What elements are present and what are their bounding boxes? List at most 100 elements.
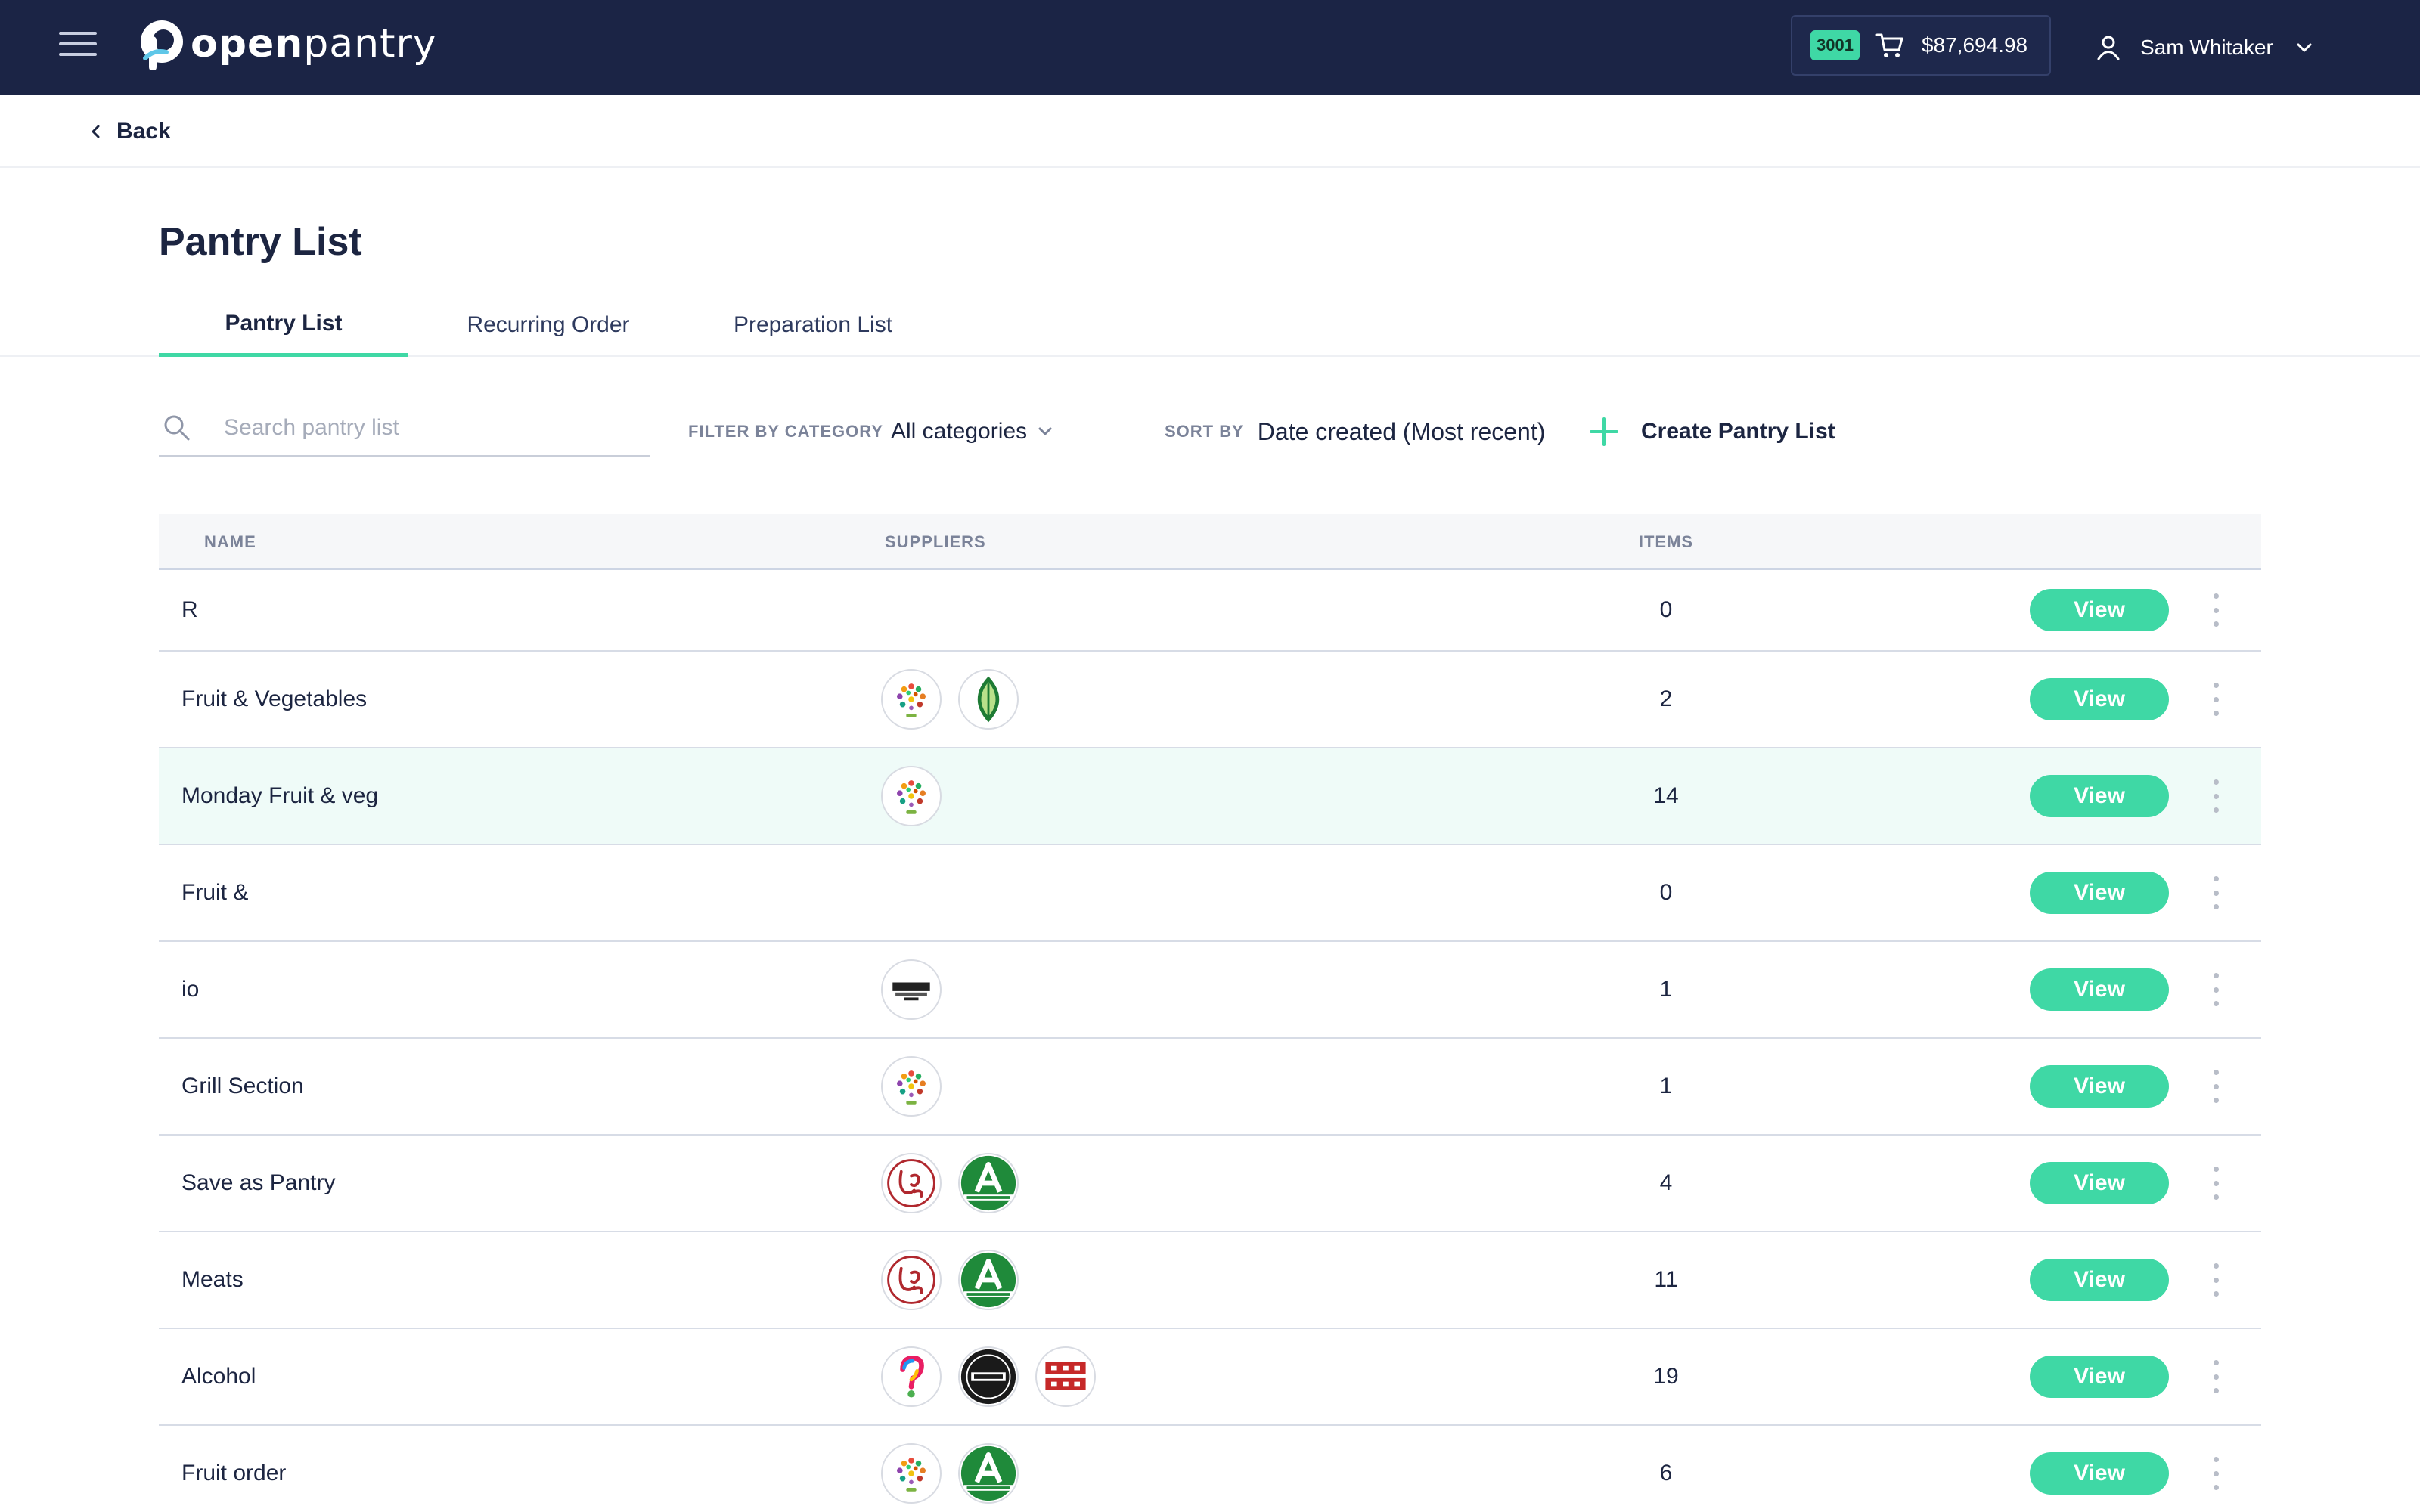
back-button[interactable]: Back — [88, 113, 171, 150]
back-bar: Back — [0, 95, 2420, 168]
chevron-down-icon — [1038, 427, 1052, 435]
openpantry-logo[interactable]: openpantry — [136, 17, 437, 71]
create-pantry-list-label: Create Pantry List — [1641, 419, 1835, 444]
view-button[interactable]: View — [2030, 1259, 2169, 1301]
a-foods-logo — [958, 1250, 1019, 1310]
table-row[interactable]: Alcohol 19 View — [159, 1329, 2261, 1426]
table-row[interactable]: Meats 11 View — [159, 1232, 2261, 1329]
items-count: 11 — [1654, 1267, 1678, 1292]
table-row[interactable]: Save as Pantry 4 View — [159, 1136, 2261, 1232]
logo-mark-icon — [141, 20, 183, 70]
view-button[interactable]: View — [2030, 678, 2169, 720]
filter-label: FILTER BY CATEGORY — [688, 422, 883, 441]
logo-text: openpantry — [191, 21, 437, 67]
more-options-icon[interactable] — [2204, 779, 2227, 813]
pantry-list-name: Fruit order — [182, 1461, 287, 1486]
suppliers-cell — [881, 1232, 1035, 1328]
pantry-list-name: Grill Section — [182, 1074, 304, 1098]
more-options-icon[interactable] — [2204, 1070, 2227, 1103]
top-navigation-bar: openpantry 3001 $87,694.98 Sam Whitaker — [0, 0, 2420, 95]
lps-logo — [881, 1153, 942, 1213]
fruit-logo — [881, 1056, 942, 1117]
table-row[interactable]: Fruit order 6 View — [159, 1426, 2261, 1512]
user-icon — [2097, 36, 2120, 60]
pantry-list-name: io — [182, 977, 200, 1002]
filter-value: All categories — [890, 419, 1028, 444]
view-button[interactable]: View — [2030, 872, 2169, 914]
items-count: 2 — [1659, 686, 1673, 711]
sort-dropdown[interactable]: SORT BY Date created (Most recent) — [1165, 413, 1545, 451]
sort-label: SORT BY — [1165, 422, 1244, 441]
user-menu[interactable]: Sam Whitaker — [2095, 29, 2314, 67]
table-row[interactable]: R 0 View — [159, 570, 2261, 652]
baked-logo — [881, 959, 942, 1020]
view-button[interactable]: View — [2030, 775, 2169, 817]
search-box — [159, 401, 650, 457]
table-row[interactable]: Grill Section 1 View — [159, 1039, 2261, 1136]
column-header-name: NAME — [204, 532, 256, 551]
view-button[interactable]: View — [2030, 1356, 2169, 1398]
tab-pantry-list[interactable]: Pantry List — [159, 293, 408, 357]
fruit-logo — [881, 766, 942, 826]
items-count: 14 — [1653, 783, 1679, 808]
pantry-list-name: Fruit & — [182, 880, 249, 905]
more-options-icon[interactable] — [2204, 593, 2227, 627]
tab-recurring-order[interactable]: Recurring Order — [467, 312, 630, 337]
search-icon — [164, 415, 190, 441]
a-foods-logo — [958, 1443, 1019, 1504]
pantry-list-name: Fruit & Vegetables — [182, 686, 368, 711]
a-foods-logo — [958, 1153, 1019, 1213]
pantry-list-name: Meats — [182, 1267, 244, 1292]
lps-logo — [881, 1250, 942, 1310]
search-input[interactable] — [224, 415, 632, 441]
suppliers-cell — [881, 1426, 1035, 1512]
more-options-icon[interactable] — [2204, 973, 2227, 1006]
table-row[interactable]: Monday Fruit & veg 14 View — [159, 748, 2261, 845]
view-button[interactable]: View — [2030, 968, 2169, 1011]
column-header-suppliers: SUPPLIERS — [885, 532, 986, 551]
tab-bar: Pantry List Recurring Order Preparation … — [0, 293, 2420, 357]
items-count: 0 — [1659, 880, 1673, 905]
chevron-down-icon — [2297, 43, 2312, 52]
column-header-items: ITEMS — [1638, 532, 1694, 551]
view-button[interactable]: View — [2030, 1065, 2169, 1108]
view-button[interactable]: View — [2030, 589, 2169, 631]
sort-value: Date created (Most recent) — [1257, 417, 1545, 445]
more-options-icon[interactable] — [2204, 1360, 2227, 1393]
more-options-icon[interactable] — [2204, 876, 2227, 909]
table-row[interactable]: Fruit & 0 View — [159, 845, 2261, 942]
items-count: 4 — [1659, 1170, 1673, 1195]
create-pantry-list-button[interactable]: Create Pantry List — [1588, 413, 1835, 451]
pantry-list-name: Alcohol — [182, 1364, 256, 1389]
table-header: NAME SUPPLIERS ITEMS — [159, 514, 2261, 570]
back-label: Back — [116, 119, 171, 144]
pantry-list-name: Save as Pantry — [182, 1170, 336, 1195]
pantry-list-name: R — [182, 597, 198, 622]
cart-total: $87,694.98 — [1921, 33, 2028, 57]
cart-badge: 3001 — [1810, 30, 1860, 60]
more-options-icon[interactable] — [2204, 1457, 2227, 1490]
not-sydney-logo — [1035, 1346, 1096, 1407]
suppliers-cell — [881, 652, 1035, 747]
items-count: 19 — [1653, 1364, 1679, 1389]
pantry-list-table: NAME SUPPLIERS ITEMS R 0 View Fruit & Veget… — [159, 514, 2261, 1512]
table-row[interactable]: Fruit & Vegetables 2 View — [159, 652, 2261, 748]
more-options-icon[interactable] — [2204, 1263, 2227, 1297]
tab-preparation-list[interactable]: Preparation List — [733, 312, 893, 337]
items-count: 6 — [1659, 1461, 1673, 1486]
suppliers-cell — [881, 748, 958, 844]
pantry-list-name: Monday Fruit & veg — [182, 783, 379, 808]
cart-summary[interactable]: 3001 $87,694.98 — [1791, 15, 2051, 76]
category-filter-dropdown[interactable]: FILTER BY CATEGORY All categories — [688, 413, 1054, 451]
more-options-icon[interactable] — [2204, 683, 2227, 716]
hamburger-menu-icon[interactable] — [59, 29, 97, 59]
table-row[interactable]: io 1 View — [159, 942, 2261, 1039]
leaf-logo — [958, 669, 1019, 730]
view-button[interactable]: View — [2030, 1452, 2169, 1495]
more-options-icon[interactable] — [2204, 1167, 2227, 1200]
view-button[interactable]: View — [2030, 1162, 2169, 1204]
suppliers-cell — [881, 1329, 1112, 1424]
table-body: R 0 View Fruit & Vegetables 2 View Monday Frui… — [159, 570, 2261, 1512]
suppliers-cell — [881, 1136, 1035, 1231]
items-count: 1 — [1659, 977, 1673, 1002]
